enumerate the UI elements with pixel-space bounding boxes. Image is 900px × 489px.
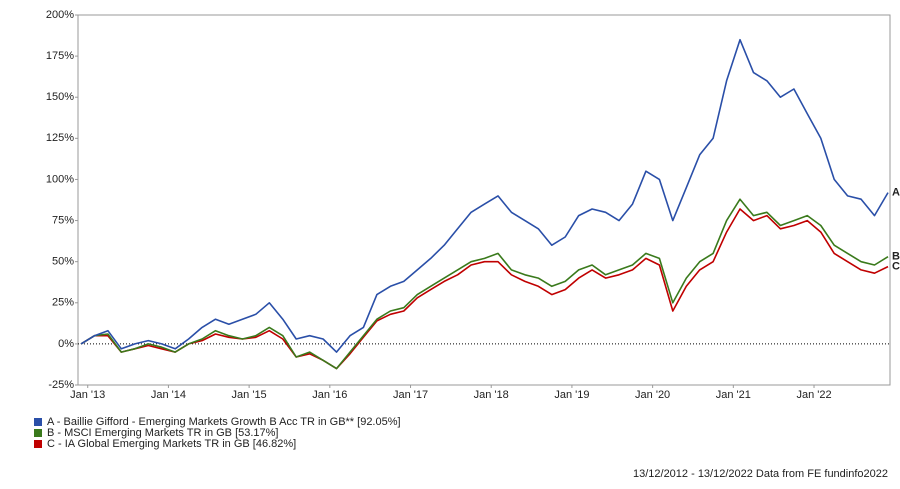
end-label: A <box>892 187 900 199</box>
y-tick-label: 50% <box>52 256 74 268</box>
legend-label: A - Baillie Gifford - Emerging Markets G… <box>47 416 401 428</box>
series-line <box>80 38 889 353</box>
x-tick-label: Jan '14 <box>151 389 186 401</box>
series-line <box>80 208 889 370</box>
x-tick-label: Jan '16 <box>312 389 347 401</box>
footer: 13/12/2012 - 13/12/2022 Data from FE fun… <box>633 468 888 480</box>
end-label: C <box>892 261 900 273</box>
y-tick-label: -25% <box>48 379 74 391</box>
y-tick-label: 200% <box>46 9 74 21</box>
x-tick-label: Jan '21 <box>716 389 751 401</box>
legend-swatch <box>34 429 42 437</box>
x-tick-label: Jan '15 <box>232 389 267 401</box>
y-tick-label: 0% <box>58 338 74 350</box>
x-tick-label: Jan '18 <box>474 389 509 401</box>
y-tick-label: 25% <box>52 297 74 309</box>
legend-swatch <box>34 440 42 448</box>
end-label: B <box>892 251 900 263</box>
x-tick-label: Jan '17 <box>393 389 428 401</box>
legend-swatch <box>34 418 42 426</box>
x-tick-label: Jan '20 <box>635 389 670 401</box>
x-tick-label: Jan '13 <box>70 389 105 401</box>
y-tick-label: 175% <box>46 50 74 62</box>
y-tick-label: 125% <box>46 132 74 144</box>
plot-frame <box>77 14 891 386</box>
y-tick-label: 100% <box>46 173 74 185</box>
legend-label: B - MSCI Emerging Markets TR in GB [53.1… <box>47 427 278 439</box>
x-tick-label: Jan '19 <box>554 389 589 401</box>
y-tick-label: 75% <box>52 214 74 226</box>
y-tick-label: 150% <box>46 91 74 103</box>
legend-label: C - IA Global Emerging Markets TR in GB … <box>47 438 296 450</box>
series-line <box>80 198 889 370</box>
x-tick-label: Jan '22 <box>796 389 831 401</box>
